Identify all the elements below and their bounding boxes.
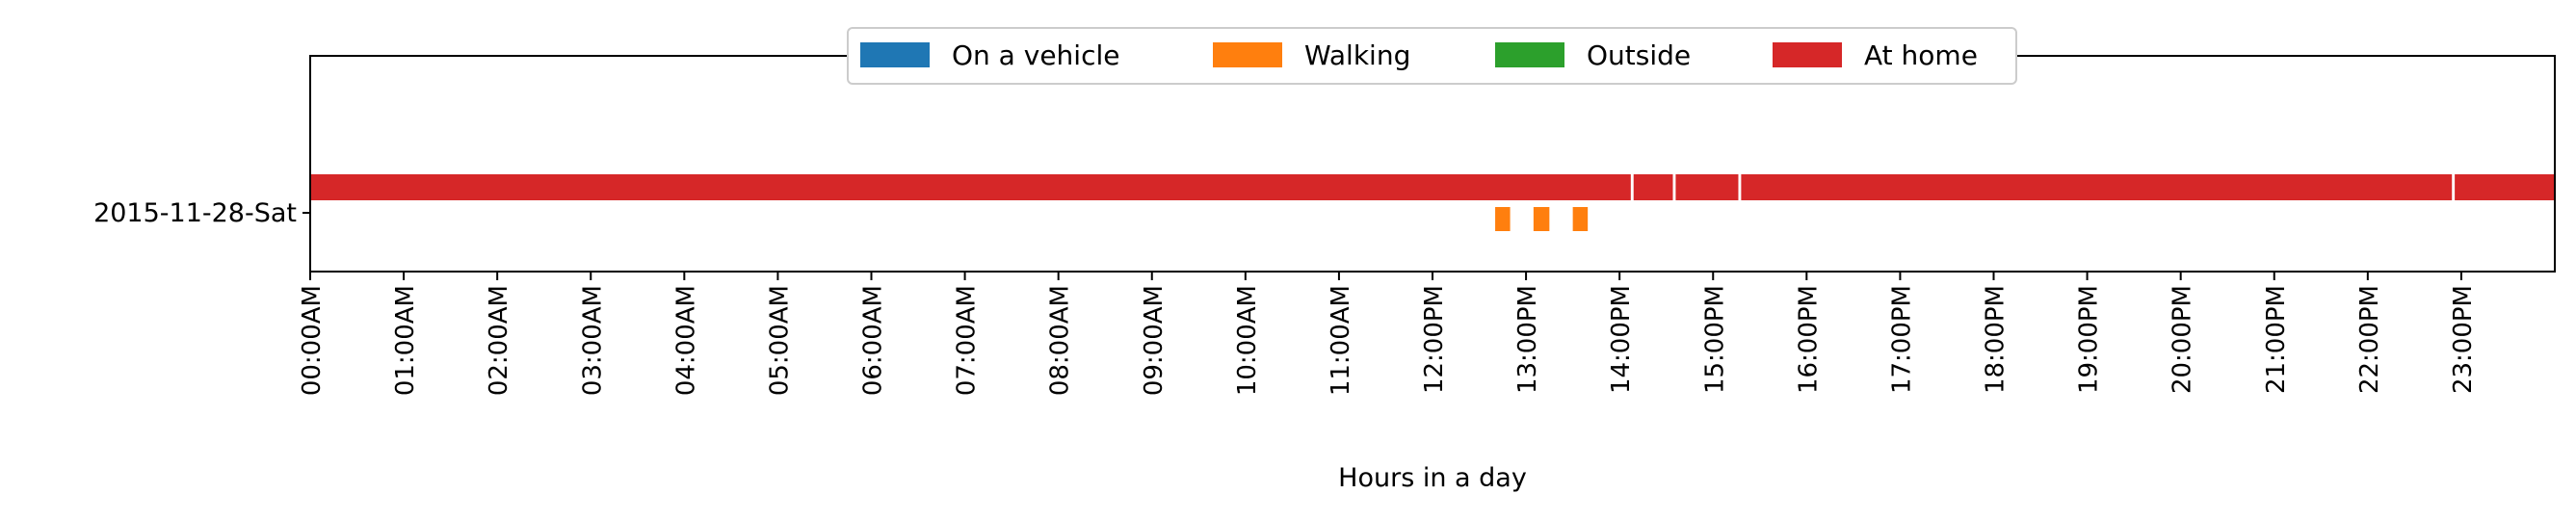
x-tick-label-23: 23:00PM	[2449, 285, 2478, 394]
y-tick-label-0: 2015-11-28-Sat	[93, 198, 297, 228]
x-tick-label-7: 07:00AM	[953, 285, 982, 396]
x-axis-label: Hours in a day	[1338, 463, 1527, 493]
bar-at-home-0	[310, 174, 1631, 200]
x-tick-label-9: 09:00AM	[1140, 285, 1169, 396]
x-tick-label-5: 05:00AM	[765, 285, 794, 396]
x-tick-label-16: 16:00PM	[1794, 285, 1823, 394]
x-tick-label-1: 01:00AM	[391, 285, 420, 396]
bar-walking-2	[1572, 207, 1589, 231]
x-tick-label-19: 19:00PM	[2075, 285, 2104, 394]
x-tick-label-6: 06:00AM	[859, 285, 888, 396]
legend-label-1: Walking	[1304, 39, 1410, 71]
x-tick-label-10: 10:00AM	[1233, 285, 1262, 396]
x-tick-label-0: 00:00AM	[298, 285, 327, 396]
legend-label-2: Outside	[1587, 39, 1691, 71]
legend-swatch-1	[1213, 42, 1282, 67]
plot-area-frame	[309, 55, 2556, 273]
x-axis: 00:00AM 01:00AM 02:00AM 03:00AM 04:00AM 05:00…	[298, 272, 2478, 396]
bar-at-home-4	[2455, 174, 2555, 200]
legend-swatch-2	[1495, 42, 1564, 67]
legend: On a vehicle Walking Outside At home	[847, 27, 2017, 85]
x-tick-label-20: 20:00PM	[2169, 285, 2197, 394]
legend-box	[847, 27, 2017, 85]
x-tick-label-3: 03:00AM	[578, 285, 607, 396]
x-tick-label-21: 21:00PM	[2262, 285, 2291, 394]
x-tick-label-4: 04:00AM	[671, 285, 700, 396]
bar-at-home-3	[1741, 174, 2453, 200]
bar-at-home-1	[1633, 174, 1673, 200]
x-tick-label-22: 22:00PM	[2355, 285, 2384, 394]
legend-swatch-3	[1773, 42, 1842, 67]
y-axis: 2015-11-28-Sat	[93, 198, 310, 228]
legend-swatch-0	[860, 42, 930, 67]
x-tick-label-17: 17:00PM	[1887, 285, 1916, 394]
x-tick-label-18: 18:00PM	[1982, 285, 2011, 394]
x-tick-label-11: 11:00AM	[1327, 285, 1355, 396]
bar-walking-1	[1533, 207, 1550, 231]
x-tick-label-2: 02:00AM	[485, 285, 513, 396]
x-tick-label-12: 12:00PM	[1420, 285, 1449, 394]
legend-label-0: On a vehicle	[952, 39, 1119, 71]
activity-bars	[310, 174, 2555, 231]
legend-label-3: At home	[1864, 39, 1978, 71]
x-tick-label-8: 08:00AM	[1046, 285, 1075, 396]
x-tick-label-15: 15:00PM	[1700, 285, 1729, 394]
bar-walking-0	[1495, 207, 1511, 231]
x-tick-label-13: 13:00PM	[1513, 285, 1542, 394]
bar-at-home-2	[1675, 174, 1739, 200]
x-tick-label-14: 14:00PM	[1607, 285, 1636, 394]
